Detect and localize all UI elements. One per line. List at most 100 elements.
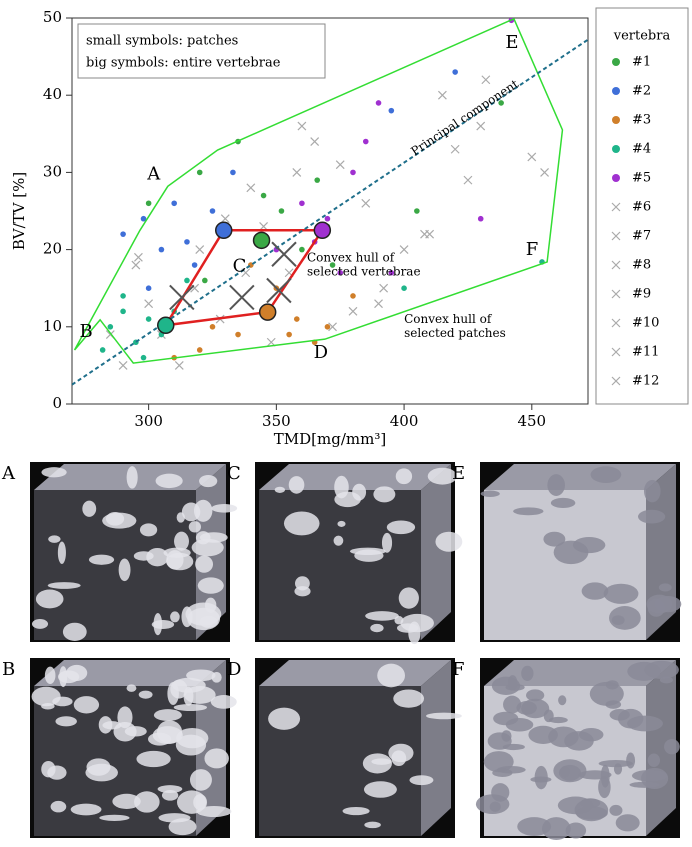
trabecula bbox=[168, 818, 197, 836]
plot-frame bbox=[71, 17, 589, 405]
trabecula bbox=[609, 804, 623, 816]
panel-label: F bbox=[452, 659, 465, 680]
trabecula bbox=[193, 794, 208, 811]
patch-marker bbox=[350, 169, 356, 176]
note: big symbols: entire vertebrae bbox=[86, 56, 281, 71]
patch-marker bbox=[420, 229, 429, 239]
trabecula bbox=[185, 602, 222, 626]
trabecula bbox=[333, 535, 344, 546]
patch-marker bbox=[286, 331, 292, 338]
trabecula bbox=[513, 507, 544, 516]
patch-marker bbox=[209, 208, 216, 214]
patch-marker bbox=[184, 277, 190, 284]
patch-marker bbox=[145, 200, 152, 207]
patch-marker bbox=[171, 200, 177, 207]
trabecula bbox=[526, 689, 545, 702]
trabecula bbox=[647, 753, 661, 768]
trabecula bbox=[658, 583, 672, 592]
trabecula bbox=[188, 521, 202, 533]
trabecula bbox=[204, 748, 229, 769]
trabecula bbox=[88, 554, 115, 565]
trabecula bbox=[627, 715, 663, 732]
trabecula bbox=[199, 474, 218, 488]
patch-marker bbox=[401, 285, 407, 292]
trabecula bbox=[491, 676, 521, 695]
trabecula bbox=[184, 685, 216, 704]
picked-label: F bbox=[526, 239, 539, 260]
trabecula bbox=[388, 743, 414, 763]
patch-marker bbox=[388, 269, 395, 276]
trabecula bbox=[598, 760, 633, 768]
x-tick-label: 350 bbox=[262, 412, 291, 430]
trabecula bbox=[398, 587, 419, 609]
trabecula bbox=[157, 785, 183, 793]
vertebra-marker bbox=[258, 303, 277, 321]
trabecula bbox=[55, 716, 77, 727]
patch-marker bbox=[450, 144, 460, 154]
trabecula bbox=[605, 680, 619, 690]
trabecula bbox=[274, 486, 286, 493]
patch-marker bbox=[361, 198, 371, 208]
patch-marker bbox=[99, 347, 106, 353]
trabecula bbox=[163, 547, 191, 558]
trabecula bbox=[41, 467, 67, 478]
panel-label: E bbox=[452, 463, 465, 484]
trabecula bbox=[283, 511, 320, 536]
volume-render bbox=[255, 658, 462, 838]
patch-marker bbox=[348, 306, 358, 316]
patch-marker bbox=[107, 324, 114, 330]
y-tick-label: 50 bbox=[43, 8, 62, 26]
trabecula bbox=[334, 475, 349, 499]
patch-marker bbox=[278, 208, 285, 214]
trabecula bbox=[186, 669, 216, 682]
trabecula bbox=[105, 511, 125, 526]
trabecula bbox=[647, 598, 666, 617]
trabecula bbox=[386, 520, 416, 535]
trabecula bbox=[196, 806, 232, 818]
trabecula bbox=[126, 466, 138, 489]
volume-render bbox=[30, 462, 238, 642]
trabecula bbox=[189, 769, 212, 791]
patch-marker bbox=[314, 177, 321, 183]
trabecula bbox=[534, 765, 548, 790]
patch-marker bbox=[337, 269, 344, 276]
trabecula bbox=[394, 615, 404, 625]
patch-marker bbox=[297, 121, 307, 131]
patch-marker bbox=[145, 285, 152, 292]
trabecula bbox=[73, 696, 100, 714]
trabecula bbox=[560, 766, 570, 778]
trabecula bbox=[644, 660, 679, 679]
legend-label: #7 bbox=[632, 229, 651, 244]
legend-marker bbox=[612, 87, 620, 95]
trabecula bbox=[211, 504, 238, 513]
patch-marker bbox=[299, 246, 305, 253]
cube-top bbox=[484, 464, 676, 490]
patch-marker bbox=[133, 252, 143, 262]
patch-marker bbox=[463, 175, 473, 185]
x-tick-label: 450 bbox=[517, 412, 546, 430]
trabecula bbox=[170, 611, 180, 623]
patch-marker bbox=[220, 214, 230, 224]
legend-label: #8 bbox=[632, 258, 651, 273]
trabecula bbox=[641, 767, 669, 790]
trabecula bbox=[365, 611, 399, 621]
legend-label: #5 bbox=[632, 171, 651, 186]
trabecula bbox=[574, 798, 609, 822]
y-tick-label: 20 bbox=[43, 240, 62, 258]
trabecula bbox=[409, 775, 434, 786]
trabecula bbox=[505, 717, 534, 732]
vertebra-marker bbox=[156, 316, 175, 335]
trabecula bbox=[167, 681, 179, 706]
trabecula bbox=[195, 555, 214, 573]
legend-marker bbox=[612, 116, 620, 124]
trabecula bbox=[492, 768, 513, 778]
trabecula bbox=[370, 623, 384, 633]
cube-top bbox=[484, 660, 676, 686]
patch-marker bbox=[329, 262, 336, 268]
patch-marker bbox=[209, 324, 216, 330]
trabecula bbox=[288, 476, 305, 494]
trabecula bbox=[426, 712, 462, 720]
trabecula bbox=[44, 666, 56, 684]
trabecula bbox=[134, 791, 160, 813]
